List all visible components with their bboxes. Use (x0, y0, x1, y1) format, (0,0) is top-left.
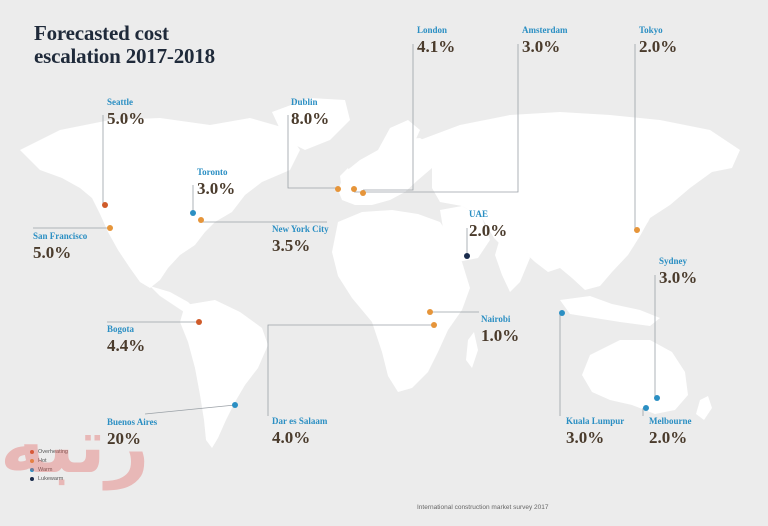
leader-line-amsterdam (354, 44, 519, 193)
city-marker-amsterdam (351, 186, 357, 192)
legend-item-overheating: Overheating (30, 447, 68, 456)
legend-label: Overheating (38, 448, 68, 455)
city-marker-kuala-lumpur (559, 310, 565, 316)
city-marker-uae (464, 253, 470, 259)
city-marker-dar-es-salaam (431, 322, 437, 328)
south-america-landmass (180, 300, 268, 448)
city-value-dublin: 8.0% (291, 109, 330, 128)
city-marker-london (360, 190, 366, 196)
status-legend: Overheating Hot Warm Lukewarm (30, 447, 68, 483)
city-value-dar-es-salaam: 4.0% (272, 428, 311, 447)
city-marker-nairobi (427, 309, 433, 315)
legend-item-warm: Warm (30, 465, 68, 474)
city-name-seattle: Seattle (107, 97, 133, 107)
legend-label: Lukewarm (38, 475, 64, 482)
legend-swatch-overheating (30, 449, 34, 454)
greenland-landmass (272, 98, 350, 150)
watermark-logo: رتبه (0, 401, 150, 490)
city-value-kuala-lumpur: 3.0% (566, 428, 605, 447)
city-name-melbourne: Melbourne (649, 416, 692, 426)
city-value-london: 4.1% (417, 37, 456, 56)
city-value-tokyo: 2.0% (639, 37, 678, 56)
city-value-new-york-city: 3.5% (272, 236, 311, 255)
city-marker-san-francisco (107, 225, 113, 231)
city-marker-sydney (654, 395, 660, 401)
city-value-melbourne: 2.0% (649, 428, 688, 447)
legend-swatch-hot (30, 458, 34, 463)
leader-line-london (363, 44, 414, 191)
city-marker-seattle (102, 202, 108, 208)
city-name-new-york-city: New York City (272, 224, 329, 234)
japan-landmass (634, 192, 656, 232)
city-marker-melbourne (643, 405, 649, 411)
city-marker-tokyo (634, 227, 640, 233)
city-name-buenos-aires: Buenos Aires (107, 417, 158, 427)
city-marker-buenos-aires (232, 402, 238, 408)
map-title: Forecasted cost escalation 2017-2018 (34, 21, 215, 68)
city-name-amsterdam: Amsterdam (522, 25, 568, 35)
city-name-toronto: Toronto (197, 167, 228, 177)
city-name-london: London (417, 25, 448, 35)
city-marker-new-york-city (198, 217, 204, 223)
australia-landmass (582, 340, 688, 414)
city-value-san-francisco: 5.0% (33, 243, 72, 262)
india-landmass (495, 238, 530, 292)
city-name-tokyo: Tokyo (639, 25, 663, 35)
city-name-dublin: Dublin (291, 97, 318, 107)
leader-line-dublin (287, 115, 338, 189)
city-name-uae: UAE (469, 209, 489, 219)
city-value-toronto: 3.0% (197, 179, 236, 198)
city-name-dar-es-salaam: Dar es Salaam (272, 416, 328, 426)
legend-swatch-lukewarm (30, 476, 34, 481)
city-marker-toronto (190, 210, 196, 216)
source-note: International construction market survey… (417, 504, 549, 511)
city-value-seattle: 5.0% (107, 109, 146, 128)
city-value-nairobi: 1.0% (481, 326, 520, 345)
madagascar-landmass (466, 332, 478, 368)
city-value-buenos-aires: 20% (107, 429, 141, 448)
legend-item-hot: Hot (30, 456, 68, 465)
city-name-san-francisco: San Francisco (33, 231, 88, 241)
city-value-uae: 2.0% (469, 221, 508, 240)
new-zealand-landmass (696, 396, 712, 420)
uk-landmass (340, 168, 353, 192)
arabia-landmass (440, 206, 490, 262)
city-value-amsterdam: 3.0% (522, 37, 561, 56)
leader-line-dar-es-salaam (267, 324, 434, 416)
leader-line-buenos-aires (144, 404, 236, 415)
city-name-nairobi: Nairobi (481, 314, 511, 324)
city-marker-dublin (335, 186, 341, 192)
legend-label: Warm (38, 466, 53, 473)
city-value-sydney: 3.0% (659, 268, 698, 287)
africa-landmass (332, 210, 470, 392)
city-name-sydney: Sydney (659, 256, 688, 266)
city-name-bogota: Bogota (107, 324, 134, 334)
southeast-asia-islands (560, 296, 660, 326)
asia-landmass (420, 112, 740, 290)
legend-swatch-warm (30, 467, 34, 472)
city-value-bogota: 4.4% (107, 336, 146, 355)
city-marker-bogota (196, 319, 202, 325)
city-name-kuala-lumpur: Kuala Lumpur (566, 416, 625, 426)
legend-item-lukewarm: Lukewarm (30, 474, 68, 483)
north-america-landmass (20, 118, 300, 288)
legend-label: Hot (38, 457, 47, 464)
scandinavia-landmass (378, 120, 420, 162)
